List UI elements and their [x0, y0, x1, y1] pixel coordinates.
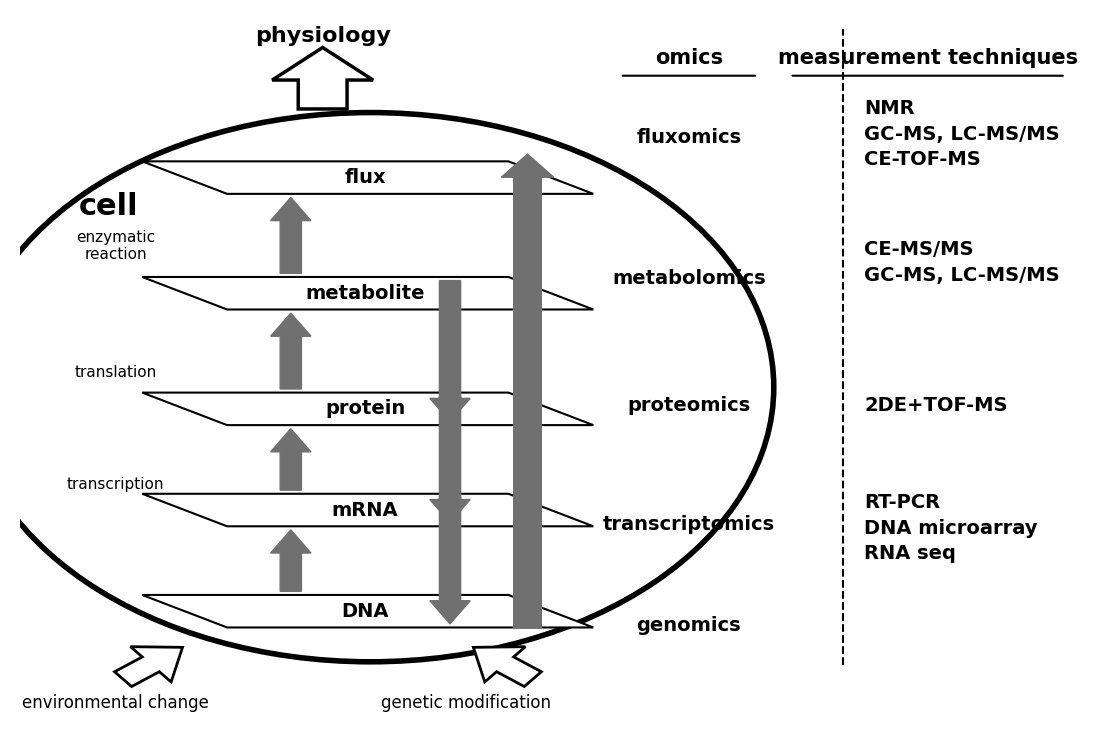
Text: mRNA: mRNA — [332, 501, 399, 520]
Text: GC-MS, LC-MS/MS: GC-MS, LC-MS/MS — [864, 265, 1060, 284]
FancyArrow shape — [501, 154, 553, 627]
Text: proteomics: proteomics — [628, 395, 751, 414]
Text: metabolomics: metabolomics — [612, 269, 765, 288]
Text: fluxomics: fluxomics — [637, 129, 741, 148]
Polygon shape — [142, 277, 593, 309]
Polygon shape — [142, 595, 593, 627]
FancyArrow shape — [430, 281, 470, 422]
Polygon shape — [142, 162, 593, 194]
FancyArrow shape — [271, 429, 311, 491]
Text: transcriptomics: transcriptomics — [603, 515, 775, 534]
Text: environmental change: environmental change — [22, 694, 209, 713]
FancyArrow shape — [271, 530, 311, 591]
Text: NMR: NMR — [864, 99, 914, 118]
FancyArrow shape — [272, 48, 373, 109]
FancyArrow shape — [430, 396, 470, 523]
Text: physiology: physiology — [254, 26, 391, 46]
Text: flux: flux — [344, 168, 386, 187]
Text: GC-MS, LC-MS/MS: GC-MS, LC-MS/MS — [864, 125, 1060, 144]
Text: cell: cell — [79, 192, 138, 221]
Text: protein: protein — [326, 399, 406, 418]
Text: genomics: genomics — [637, 616, 741, 635]
FancyArrow shape — [271, 313, 311, 389]
Polygon shape — [142, 393, 593, 425]
Text: RT-PCR: RT-PCR — [864, 493, 940, 512]
Text: transcription: transcription — [67, 477, 164, 492]
Text: enzymatic
reaction: enzymatic reaction — [76, 230, 156, 262]
Polygon shape — [142, 493, 593, 526]
Text: measurement techniques: measurement techniques — [778, 48, 1078, 69]
Text: metabolite: metabolite — [306, 284, 424, 303]
FancyArrow shape — [271, 197, 311, 273]
Text: DNA microarray: DNA microarray — [864, 518, 1038, 537]
Text: omics: omics — [654, 48, 723, 69]
FancyArrow shape — [430, 497, 470, 624]
Text: DNA: DNA — [341, 602, 389, 621]
FancyArrow shape — [114, 647, 182, 686]
Text: RNA seq: RNA seq — [864, 544, 955, 563]
FancyArrow shape — [473, 647, 541, 686]
Text: CE-TOF-MS: CE-TOF-MS — [864, 150, 981, 169]
Text: genetic modification: genetic modification — [381, 694, 551, 713]
Text: CE-MS/MS: CE-MS/MS — [864, 240, 973, 260]
Text: 2DE+TOF-MS: 2DE+TOF-MS — [864, 395, 1008, 414]
Text: translation: translation — [74, 366, 157, 380]
